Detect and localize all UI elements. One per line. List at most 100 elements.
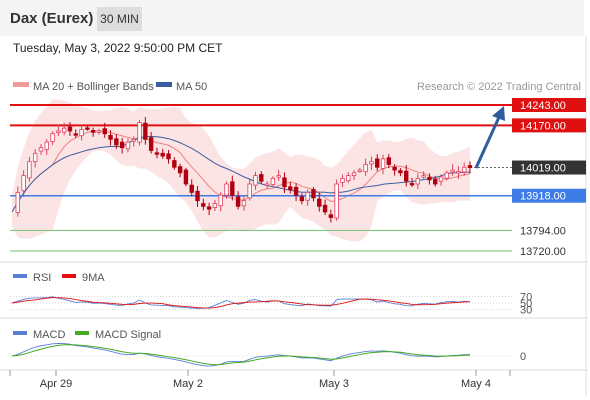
candle-body (212, 203, 218, 208)
rsi-line (11, 296, 471, 309)
candle-body (125, 141, 131, 150)
candle-body (177, 166, 183, 174)
candle-body (357, 169, 363, 172)
level-box-14019.00 (512, 160, 586, 175)
candle-body (73, 133, 78, 136)
level-box-13918.00 (512, 188, 586, 203)
macd-legend-swatch (13, 331, 27, 335)
candle-body (166, 153, 171, 160)
candle-body (195, 190, 200, 202)
candle-body (90, 130, 96, 133)
copyright-text: Research © 2022 Trading Central (417, 81, 581, 93)
candle-body (305, 191, 310, 201)
candle-body (67, 126, 73, 132)
candle-body (322, 204, 328, 213)
candle-body (427, 176, 432, 181)
x-tick-label-0: Apr 29 (40, 378, 72, 390)
candle-body (143, 122, 148, 140)
candle-body (102, 128, 107, 135)
candle-body (392, 166, 397, 171)
candle-body (276, 175, 281, 178)
candle-body (119, 141, 125, 149)
instrument-title: Dax (Eurex) (10, 10, 94, 27)
candle-body (189, 184, 194, 193)
candle-body (444, 172, 450, 179)
macd-signal-line (11, 344, 471, 366)
candle-body (386, 157, 392, 165)
level-label-13794.00: 13794.00 (520, 225, 566, 237)
ma50-legend-swatch (156, 82, 172, 87)
candle-body (38, 147, 44, 152)
candle-body (201, 203, 206, 207)
candle-body (282, 177, 287, 188)
rsi-ma-legend-label: 9MA (82, 272, 105, 284)
candle-body (160, 152, 165, 157)
candle-body (299, 196, 305, 202)
candle-body (334, 183, 339, 219)
candle-body (398, 170, 403, 174)
level-label-14170.00: 14170.00 (520, 120, 566, 132)
price-levels (10, 104, 512, 252)
candle-body (456, 171, 461, 174)
candle-body (247, 183, 252, 199)
candle-body (346, 175, 351, 182)
ma20-legend-label: MA 20 + Bollinger Bands (33, 81, 154, 93)
rsi-axis-label-50: 50 (520, 298, 532, 310)
candle-body (288, 186, 293, 190)
candle-body (241, 200, 247, 207)
candle-body (27, 161, 32, 179)
candle-body (264, 183, 270, 186)
candle-body (375, 158, 380, 168)
candle-body (450, 169, 455, 173)
level-label-13720.00: 13720.00 (520, 246, 566, 258)
candle-body (253, 175, 258, 186)
forecast-arrow (474, 106, 505, 169)
timeframe-button[interactable]: 30 MIN (97, 7, 142, 31)
rsi-axis-label-70: 70 (520, 291, 532, 303)
candlesticks (15, 117, 473, 223)
candle-body (15, 191, 20, 213)
ma20-legend-swatch (13, 82, 29, 87)
candle-body (96, 130, 102, 133)
candle-body (218, 194, 223, 207)
candle-body (409, 183, 415, 186)
macd-indicator: 0 (10, 343, 526, 367)
candle-body (380, 158, 386, 169)
rsi-legend-swatch (13, 274, 27, 278)
ma20-line (11, 130, 471, 213)
candle-body (131, 138, 136, 142)
forecast-arrow-shaft (474, 114, 502, 169)
candle-body (270, 178, 276, 185)
candle-body (433, 178, 438, 185)
candle-body (172, 160, 177, 168)
header-bar: Dax (Eurex) 30 MIN (0, 0, 584, 36)
candle-body (61, 127, 67, 133)
macd-signal-legend-swatch (75, 331, 89, 335)
ma50-line (11, 135, 471, 213)
candle-body (467, 165, 473, 168)
level-label-14243.00: 14243.00 (520, 100, 566, 112)
rsi-legend-label: RSI (33, 272, 51, 284)
bollinger-fill (12, 99, 470, 242)
candle-body (369, 161, 374, 165)
candle-body (206, 206, 212, 210)
candle-body (56, 130, 61, 133)
level-box-14243.00 (512, 98, 586, 112)
macd-axis-label-0: 0 (520, 351, 526, 363)
candle-body (230, 181, 235, 196)
candle-body (351, 172, 357, 177)
candle-body (311, 189, 316, 199)
candle-body (154, 152, 160, 155)
candle-body (183, 169, 189, 185)
candle-body (148, 137, 154, 151)
candle-body (32, 152, 38, 163)
x-tick-label-3: May 4 (461, 378, 491, 390)
rsi-axis-label-30: 30 (520, 305, 532, 317)
candle-body (462, 166, 467, 173)
candle-body (438, 176, 444, 182)
candle-body (404, 170, 409, 182)
candle-body (44, 141, 49, 150)
candle-body (79, 129, 84, 137)
